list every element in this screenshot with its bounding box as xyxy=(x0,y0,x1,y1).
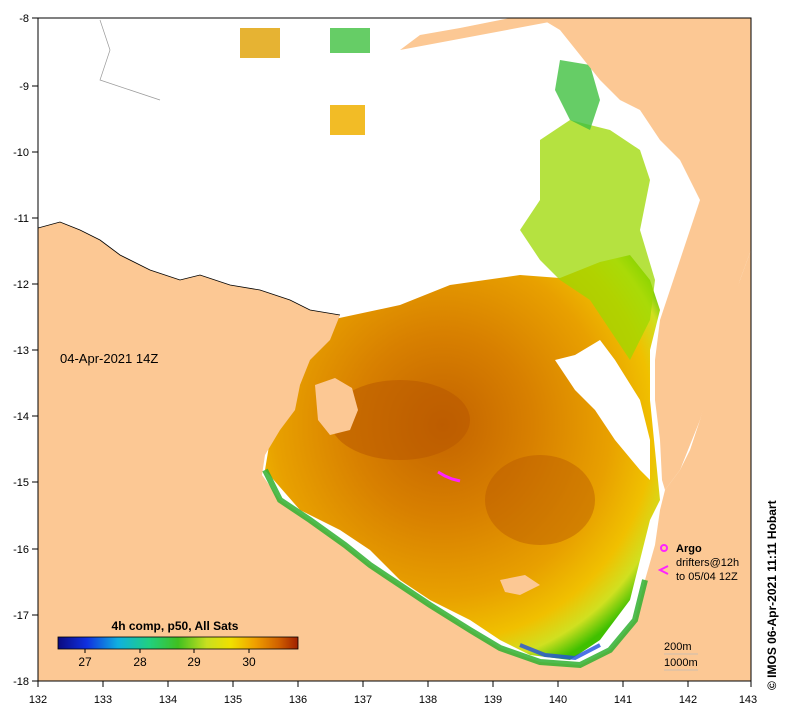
lon-tick-label: 135 xyxy=(224,694,242,706)
lon-tick-label: 139 xyxy=(484,694,502,706)
colorbar-gradient xyxy=(57,636,299,650)
drifter-legend: Argo drifters@12h to 05/04 12Z xyxy=(657,543,739,583)
colorbar: 4h comp, p50, All Sats 27 28 29 30 xyxy=(57,619,299,669)
sst-warm-core xyxy=(330,380,470,460)
colorbar-tick: 30 xyxy=(242,655,256,669)
land-northern-territory xyxy=(38,222,751,681)
lon-tick-label: 138 xyxy=(419,694,437,706)
lat-tick-label: -13 xyxy=(13,345,29,357)
land-island xyxy=(315,378,358,435)
colorbar-title: 4h comp, p50, All Sats xyxy=(112,619,239,633)
sst-warm-core-east xyxy=(485,455,595,545)
land-island xyxy=(500,575,540,595)
drifters-label: drifters@12h xyxy=(676,557,739,569)
lon-tick-label: 143 xyxy=(739,694,757,706)
timestamp-label: 04-Apr-2021 14Z xyxy=(60,351,158,366)
lon-tick-label: 133 xyxy=(94,694,112,706)
bathymetry-contour xyxy=(99,19,161,101)
drifter-arrow-icon xyxy=(657,565,669,575)
land-new-guinea xyxy=(400,18,751,60)
lat-tick-label: -18 xyxy=(13,676,29,688)
sst-patch xyxy=(330,28,370,53)
credit-label: © IMOS 06-Apr-2021 11:11 Hobart xyxy=(765,500,779,690)
cloud-gap xyxy=(555,340,650,480)
sst-east-fringe xyxy=(520,120,655,360)
colorbar-tick: 28 xyxy=(133,655,147,669)
drifters-sub-label: to 05/04 12Z xyxy=(676,571,738,583)
lon-tick-label: 136 xyxy=(289,694,307,706)
lat-axis: -8 -9 -10 -11 -12 -13 -14 -15 -16 -17 -1… xyxy=(13,13,38,688)
sst-gulf-field xyxy=(265,255,660,660)
lon-tick-label: 142 xyxy=(679,694,697,706)
lat-tick-label: -15 xyxy=(13,477,29,489)
sst-patch xyxy=(240,28,280,58)
sst-patch xyxy=(330,105,365,135)
lon-axis: 132 133 134 135 136 137 138 139 140 141 … xyxy=(29,681,757,706)
lon-tick-label: 137 xyxy=(354,694,372,706)
lon-tick-label: 141 xyxy=(614,694,632,706)
lat-tick-label: -10 xyxy=(13,147,29,159)
lon-tick-label: 140 xyxy=(549,694,567,706)
lon-tick-label: 134 xyxy=(159,694,177,706)
contour-1000m-label: 1000m xyxy=(664,657,698,669)
contour-legend: 200m 1000m xyxy=(664,641,698,671)
lat-tick-label: -17 xyxy=(13,610,29,622)
contour-200m-label: 200m xyxy=(664,641,692,653)
lat-tick-label: -8 xyxy=(19,13,29,25)
lat-tick-label: -11 xyxy=(14,213,29,225)
sst-coastal-fringe-inner xyxy=(519,643,601,661)
land-cape-york xyxy=(540,18,751,490)
colorbar-tick: 29 xyxy=(187,655,201,669)
colorbar-tick: 27 xyxy=(78,655,92,669)
lat-tick-label: -16 xyxy=(13,544,29,556)
lat-tick-label: -12 xyxy=(13,279,29,291)
lat-tick-label: -9 xyxy=(19,81,29,93)
coastline xyxy=(38,221,341,316)
drifter-track xyxy=(437,470,461,483)
lon-tick-label: 132 xyxy=(29,694,47,706)
argo-marker-icon xyxy=(660,544,668,552)
argo-label: Argo xyxy=(676,543,702,555)
sst-north-patch xyxy=(555,60,600,130)
lat-tick-label: -14 xyxy=(13,411,29,423)
sst-coastal-fringe xyxy=(262,468,648,669)
